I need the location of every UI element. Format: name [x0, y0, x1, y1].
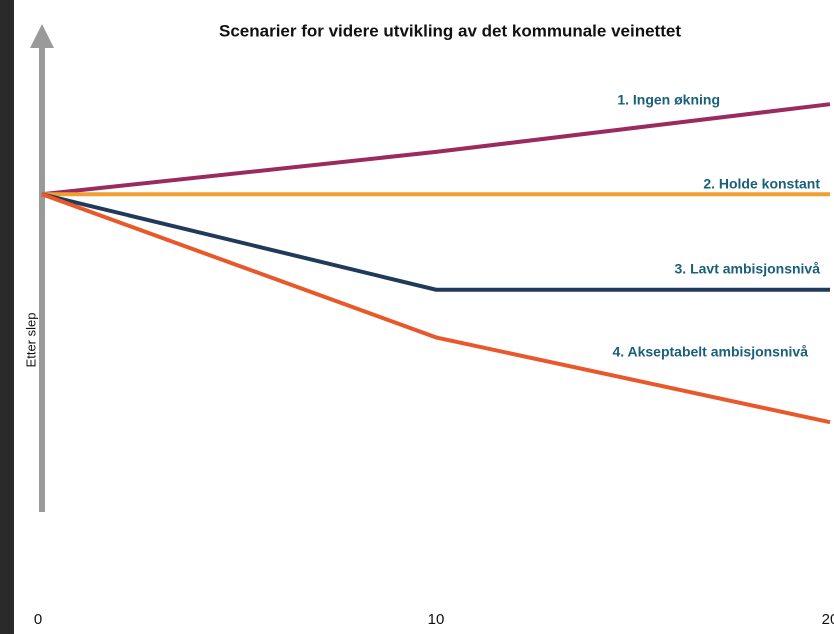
series-label: 4. Akseptabelt ambisjonsnivå: [612, 344, 808, 360]
series-line: [41, 192, 830, 292]
x-tick-label: 0: [34, 611, 42, 628]
series-label: 1. Ingen økning: [617, 92, 720, 108]
series-label: 3. Lavt ambisjonsnivå: [675, 261, 821, 277]
y-axis-arrowhead: [30, 24, 54, 48]
series-line: [41, 192, 831, 425]
chart-title: Scenarier for videre utvikling av det ko…: [219, 21, 681, 40]
x-tick-label: 10: [428, 611, 445, 628]
series-line: [41, 102, 831, 197]
chart-panel: [14, 0, 834, 634]
x-tick-label: 20: [822, 611, 834, 628]
y-axis-label: Etter slep: [23, 313, 38, 368]
series-label: 2. Holde konstant: [703, 176, 820, 192]
